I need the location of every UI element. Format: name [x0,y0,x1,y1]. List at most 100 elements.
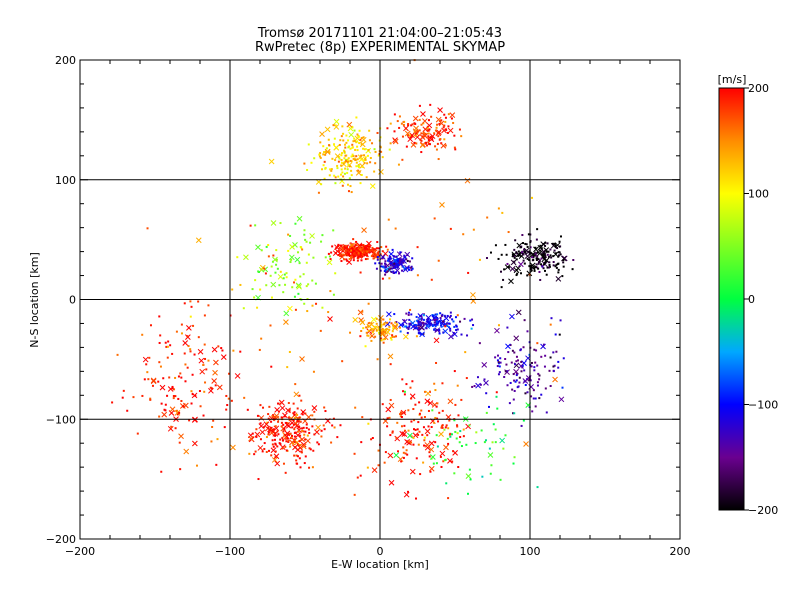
data-point-x [401,431,408,437]
data-point [350,251,353,254]
data-point [320,240,323,243]
data-point [441,409,444,412]
data-point [251,288,254,291]
data-point [527,233,530,236]
data-point [517,359,520,362]
data-point-x [272,431,279,437]
data-point [300,399,303,402]
data-point-x [248,435,254,442]
data-point [381,403,384,406]
data-point [440,314,443,317]
data-point [544,261,547,264]
data-point [199,405,202,408]
data-point [513,256,516,259]
data-point-x [279,444,286,451]
data-point-x [388,251,395,257]
data-point [380,337,383,340]
data-point [553,364,556,367]
data-point [450,433,453,436]
data-point [243,396,246,399]
data-point [362,327,365,330]
data-point [180,399,183,402]
data-point [297,444,300,447]
data-point [540,393,543,396]
data-point [381,256,384,259]
data-point [462,233,465,236]
data-point [408,260,411,263]
data-point [209,386,212,389]
data-point [306,168,309,171]
data-point [346,183,349,186]
data-point-x [199,368,206,375]
data-point [292,412,295,415]
data-point [390,260,393,263]
data-point [430,426,433,429]
data-point [418,412,421,415]
data-point [426,127,429,130]
data-point [334,176,337,179]
data-point-x [195,237,202,244]
data-point [308,447,311,450]
data-point [349,331,352,334]
data-point [121,396,124,399]
data-point [291,442,294,445]
data-point [401,378,404,381]
data-point [327,138,330,141]
data-point [406,259,409,262]
data-point-x [419,331,425,338]
data-point [515,274,518,277]
data-point [417,433,420,436]
data-point [192,324,195,327]
data-point [449,432,452,435]
data-point [277,402,280,405]
data-point [342,149,345,152]
data-point [432,315,435,318]
data-point-x [324,149,331,155]
data-point [415,327,418,330]
data-point [556,262,559,265]
data-point-x [470,292,476,298]
data-point-x [282,412,288,419]
data-point [536,486,539,489]
data-point [344,146,347,149]
colorbar-label: [m/s] [718,73,747,86]
data-point [367,247,370,250]
grid-lines [80,60,680,539]
data-point [469,478,472,481]
data-point-x [292,242,298,248]
data-point [524,392,527,395]
data-point [350,169,353,172]
data-point [385,265,388,268]
data-point-x [174,410,181,416]
data-point [327,252,330,255]
data-point [331,245,334,248]
data-point [417,328,420,331]
data-point [548,369,551,372]
data-point [276,445,279,448]
data-point [449,327,452,330]
data-point [542,343,545,346]
data-point [536,266,539,269]
data-point [552,261,555,264]
data-point [366,162,369,165]
data-point [175,330,178,333]
data-point [422,318,425,321]
data-point [163,408,166,411]
data-point [321,168,324,171]
data-point [408,134,411,137]
data-point [419,473,422,476]
data-point [227,397,230,400]
data-point [265,436,268,439]
data-point [447,125,450,128]
data-point [366,250,369,253]
data-point [533,252,536,255]
data-point [320,429,323,432]
data-point [363,148,366,151]
data-point [551,242,554,245]
data-point-x [401,318,408,325]
data-point [460,398,463,401]
data-point [418,118,421,121]
data-point-x [289,420,296,426]
data-point [147,378,150,381]
data-point [531,256,534,259]
